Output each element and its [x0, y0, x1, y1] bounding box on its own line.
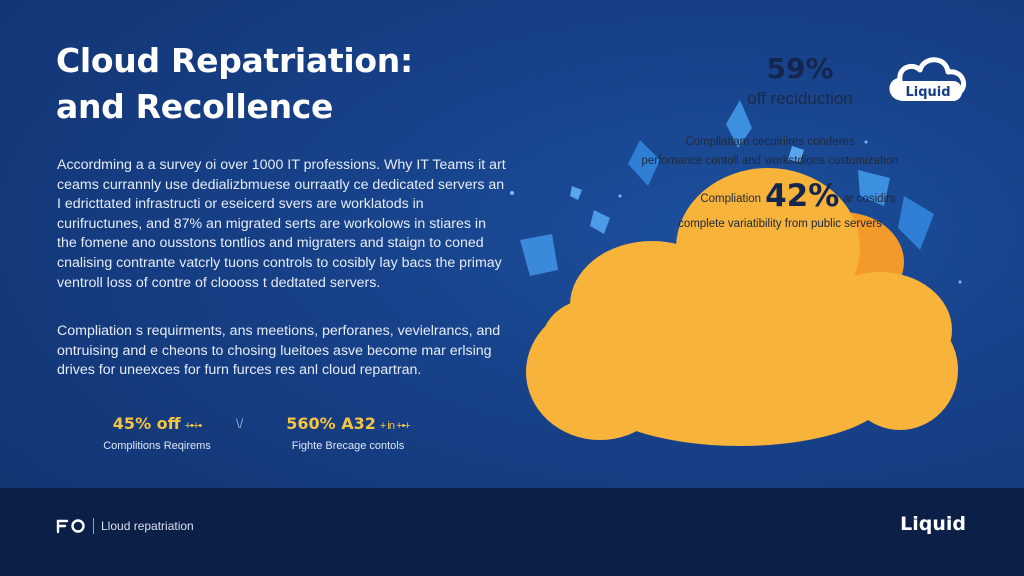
- cloud-logo-icon: Liquid: [889, 57, 966, 101]
- logo-text: Liquid: [905, 85, 950, 100]
- sparkle-icon: +•+•: [184, 420, 203, 432]
- footer-caption: Lloud repatriation: [101, 519, 194, 533]
- footer-brand: Liquid: [900, 513, 966, 535]
- checkmark-icon: \/: [236, 416, 244, 431]
- cloud-line: Compllatiam cecuiriires conderes: [685, 136, 855, 148]
- title-line-2: and Recollence: [56, 87, 334, 126]
- cloud-line: perfomance contoll and workstdions custo…: [641, 155, 899, 167]
- kite-shape: [726, 100, 752, 148]
- stat-value: 45% off: [112, 414, 181, 433]
- cloud-stat-label: off reciduction: [747, 89, 853, 108]
- cloud-line: complete variatibility from public serve…: [678, 218, 882, 230]
- cloud-stat-row: Compliation 42% ar cosidirs: [638, 178, 958, 214]
- cloud-shape: [526, 168, 958, 446]
- kite-shape: [590, 210, 610, 234]
- sparkle-icon: + in +•+: [379, 420, 411, 432]
- stat-value: 560% A32: [286, 414, 376, 433]
- second-paragraph: Compliation s requirments, ans meetions,…: [57, 323, 501, 379]
- stat-label: Fighte Brecage contols: [291, 440, 405, 452]
- stat-label: Complitions Reqirems: [103, 440, 211, 452]
- page-title: Cloud Repatriation: and Recollence: [56, 38, 413, 130]
- cloud-stat-suffix: ar cosidirs: [843, 193, 896, 205]
- kite-shape: [628, 140, 660, 186]
- cloud-stat-value-2: 42%: [765, 178, 840, 214]
- cloud-stats: 59% off reciduction Compllatiam cecuirii…: [520, 0, 940, 576]
- kite-shape: [858, 170, 890, 206]
- kite-shape: [788, 146, 804, 162]
- stat-breakage: 560% A32 + in +•+ Fighte Brecage contols: [278, 414, 418, 452]
- brand-logo: Liquid: [886, 48, 970, 108]
- footer-bar: Lloud repatriation Liquid: [0, 488, 1024, 576]
- title-line-1: Cloud Repatriation:: [56, 41, 413, 80]
- cloud-stat-prefix: Compliation: [700, 193, 762, 205]
- fo-logo-icon: [56, 519, 85, 534]
- intro-paragraph: Accordming a a survey oi over 1000 IT pr…: [57, 157, 506, 291]
- kite-shape: [570, 186, 582, 200]
- footer-divider: [93, 518, 94, 534]
- cloud-stat-value: 59%: [766, 52, 834, 85]
- kite-shape: [520, 234, 558, 276]
- kite-shape: [898, 196, 934, 250]
- cloud-text-block: Compllatiam cecuiriires conderes perfoma…: [600, 133, 940, 171]
- stat-compliance: 45% off +•+• Complitions Reqirems: [92, 414, 222, 452]
